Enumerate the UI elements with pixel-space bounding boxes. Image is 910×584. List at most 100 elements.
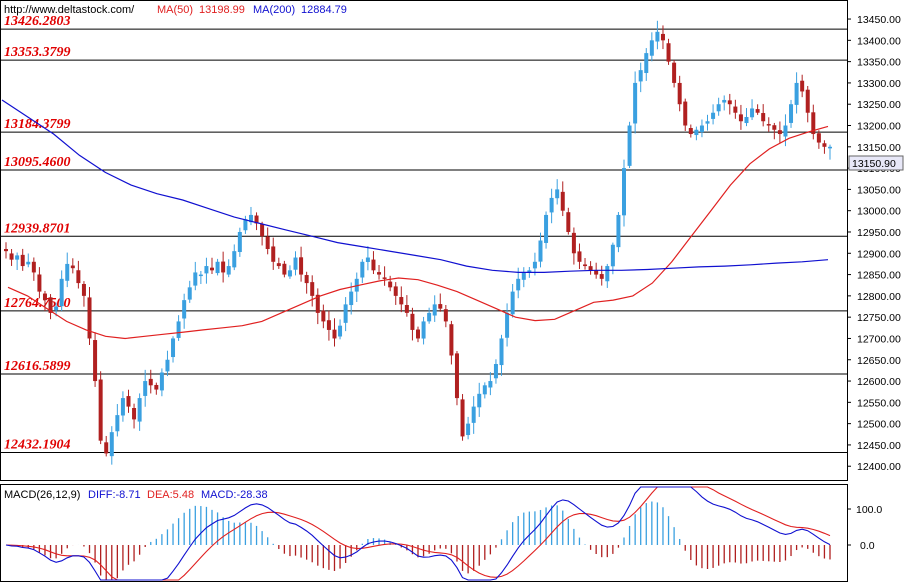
candle-body <box>605 266 610 282</box>
candle-body <box>555 189 560 199</box>
candle-body <box>488 381 493 388</box>
candle-body <box>332 329 337 339</box>
candle-body <box>505 312 510 338</box>
candle-body <box>722 99 727 103</box>
macd-tick-label: 100.0 <box>856 504 882 516</box>
candle-body <box>338 325 343 337</box>
macd-panel: 0.0 100.0 <box>5 486 882 581</box>
candle-body <box>4 249 8 252</box>
candle-body <box>560 191 565 211</box>
y-tick-label: 12850.00 <box>857 270 901 282</box>
site-url: http://www.deltastock.com/ <box>4 4 135 16</box>
candle-body <box>187 287 192 300</box>
candle-body <box>59 278 64 307</box>
candle-body <box>321 310 326 322</box>
candle-body <box>104 442 109 454</box>
candle-body <box>622 168 626 216</box>
macd-panel-frame <box>0 484 848 582</box>
candle-body <box>688 128 693 135</box>
candle-body <box>248 214 253 223</box>
y-tick-label: 13400.00 <box>857 35 901 47</box>
candle-body <box>449 324 454 356</box>
candle-body <box>811 112 816 135</box>
candle-body <box>349 291 354 306</box>
candle-body <box>26 261 31 265</box>
candle-body <box>215 261 220 274</box>
y-tick-label: 13450.00 <box>857 14 901 26</box>
candle-body <box>516 278 521 291</box>
candle-body <box>210 267 214 271</box>
candle-body <box>293 257 298 270</box>
candle-body <box>794 82 799 105</box>
candle-body <box>755 109 760 113</box>
candle-body <box>583 264 588 267</box>
ma200-value: 12884.79 <box>301 4 347 16</box>
candle-body <box>744 116 749 124</box>
candle-body <box>243 219 248 231</box>
candle-body <box>109 432 114 457</box>
ma50-label: MA(50) <box>157 4 193 16</box>
ma200-line <box>1 99 829 273</box>
candle-body <box>37 274 42 292</box>
candle-body <box>54 306 59 311</box>
candle-body <box>694 129 699 136</box>
candle-body <box>482 385 487 395</box>
candle-body <box>87 297 92 339</box>
candle-body <box>126 396 131 407</box>
candle-body <box>727 100 732 105</box>
candle-body <box>254 215 259 224</box>
candle-body <box>527 270 532 273</box>
candle-body <box>399 297 404 305</box>
candle-body <box>532 261 537 269</box>
candle-body <box>683 101 688 126</box>
candle-body <box>666 43 671 62</box>
y-tick-label: 12400.00 <box>857 461 901 473</box>
candle-body <box>443 309 448 322</box>
y-tick-label: 12450.00 <box>857 440 901 452</box>
candle-body <box>70 265 75 269</box>
level-label: 12616.5899 <box>4 359 71 374</box>
candle-body <box>711 112 716 119</box>
candle-body <box>432 304 437 316</box>
candle-body <box>182 300 187 319</box>
candle-body <box>421 321 426 339</box>
candle-body <box>360 261 365 278</box>
candle-body <box>738 114 743 122</box>
candle-body <box>31 261 36 273</box>
moving-averages <box>1 99 829 340</box>
candle-body <box>137 398 142 422</box>
candle-body <box>176 321 181 338</box>
candle-body <box>499 338 504 366</box>
level-label: 13095.4600 <box>4 155 71 170</box>
current-price-tag <box>848 155 904 171</box>
candle-body <box>471 406 476 423</box>
candle-body <box>627 125 632 166</box>
candle-body <box>805 89 810 113</box>
level-label: 12764.7500 <box>4 296 71 311</box>
candle-body <box>371 259 376 271</box>
candle-body <box>510 291 515 315</box>
candle-body <box>828 146 832 149</box>
y-tick-label: 12950.00 <box>857 227 901 239</box>
candle-body <box>549 197 554 213</box>
candle-body <box>699 125 704 133</box>
candle-body <box>393 286 398 296</box>
candle-body <box>165 359 170 372</box>
y-tick-label: 12900.00 <box>857 248 901 260</box>
level-label: 12939.8701 <box>4 221 71 236</box>
candle-body <box>599 274 604 279</box>
candle-body <box>577 251 582 262</box>
candle-body <box>404 305 409 313</box>
y-tick-label: 13250.00 <box>857 99 901 111</box>
y-tick-label: 13200.00 <box>857 121 901 133</box>
candle-body <box>772 125 777 130</box>
y-tick-label: 13350.00 <box>857 57 901 69</box>
macd-diff: DIFF:-8.71 <box>88 489 141 501</box>
candle-body <box>343 304 348 323</box>
candle-body <box>377 272 382 275</box>
candle-body <box>198 274 203 277</box>
y-tick-label: 12800.00 <box>857 291 901 303</box>
candle-body <box>822 143 827 147</box>
price-panel-frame <box>0 0 848 481</box>
candle-body <box>783 125 788 137</box>
